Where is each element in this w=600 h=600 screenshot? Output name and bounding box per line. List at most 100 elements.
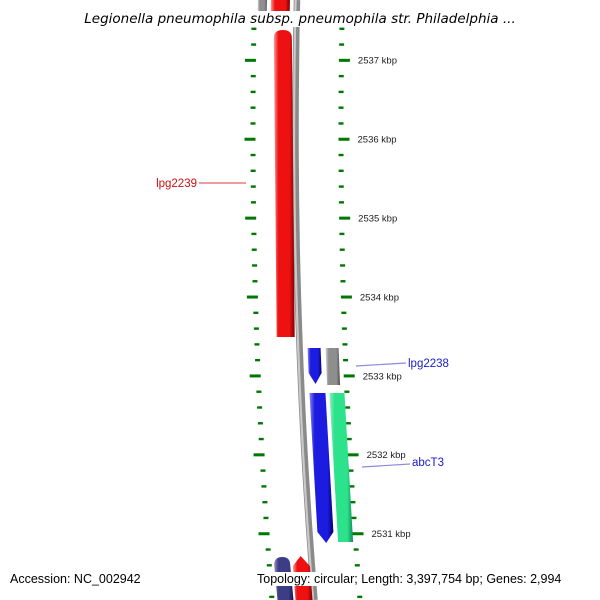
minor-tick-right (350, 500, 356, 504)
minor-tick-left (260, 469, 266, 472)
minor-tick-right (340, 280, 346, 283)
major-tick-right (352, 532, 364, 536)
minor-tick-right (339, 27, 345, 30)
minor-tick-right (357, 595, 363, 599)
minor-tick-right (343, 358, 349, 362)
ruler-label: 2533 kbp (363, 371, 402, 382)
minor-tick-right (341, 311, 347, 315)
minor-tick-left (261, 485, 267, 488)
major-tick-left (244, 58, 256, 62)
minor-tick-left (252, 264, 258, 267)
minor-tick-right (339, 232, 345, 236)
minor-tick-right (340, 264, 346, 267)
minor-tick-left (262, 500, 268, 504)
minor-tick-left (250, 106, 256, 109)
minor-tick-right (339, 43, 345, 46)
minor-tick-left (257, 406, 263, 409)
minor-tick-right (339, 248, 345, 251)
minor-tick-right (351, 516, 357, 520)
minor-tick-left (265, 548, 271, 551)
minor-tick-left (251, 248, 257, 251)
minor-tick-right (345, 406, 351, 409)
minor-tick-right (353, 548, 359, 551)
minor-tick-left (251, 43, 257, 46)
major-tick-right (338, 137, 350, 141)
minor-tick-right (345, 422, 351, 425)
minor-tick-left (250, 122, 256, 125)
genome-backbone (292, 0, 318, 600)
minor-tick-left (258, 437, 264, 441)
minor-tick-right (346, 437, 352, 441)
ruler-label: 2535 kbp (358, 214, 397, 225)
minor-tick-right (338, 106, 344, 109)
minor-tick-right (338, 185, 344, 188)
minor-tick-left (250, 201, 256, 204)
minor-tick-left (250, 185, 256, 188)
gene-partial-top-gray[interactable] (257, 0, 267, 11)
ruler-label: 2536 kbp (358, 135, 397, 146)
feature-label-lpg2239[interactable]: lpg2239 (156, 178, 197, 190)
major-tick-right (347, 453, 359, 457)
minor-tick-right (338, 201, 344, 204)
minor-tick-left (251, 232, 257, 236)
minor-tick-left (253, 327, 259, 330)
major-tick-left (249, 374, 261, 378)
minor-tick-left (250, 90, 256, 94)
gene-unlabeled-blue[interactable] (309, 393, 334, 543)
minor-tick-right (338, 90, 344, 94)
minor-tick-left (266, 564, 272, 567)
label-leader-line (361, 463, 411, 468)
minor-tick-right (348, 469, 354, 472)
gene-lpg2238[interactable] (307, 348, 322, 384)
major-tick-right (343, 374, 355, 378)
minor-tick-left (257, 422, 263, 425)
ruler: 2537 kbp 2536 kbp 2535 kbp 2534 kbp 2533 kbp… (244, 11, 411, 599)
minor-tick-left (269, 595, 275, 599)
major-tick-left (245, 216, 257, 220)
minor-tick-left (250, 153, 256, 157)
minor-tick-left (263, 516, 269, 520)
minor-tick-left (251, 27, 257, 30)
minor-tick-left (250, 169, 256, 172)
major-tick-left (258, 532, 270, 536)
minor-tick-left (255, 358, 261, 362)
minor-tick-right (354, 564, 360, 567)
minor-tick-right (338, 153, 344, 157)
status-topology: Topology: circular; Length: 3,397,754 bp… (255, 572, 564, 586)
minor-tick-right (338, 122, 344, 125)
minor-tick-right (339, 11, 345, 15)
feature-label-abcT3[interactable]: abcT3 (412, 457, 444, 469)
gene-partial-top-red[interactable] (270, 0, 290, 11)
gene-unlabeled-gray[interactable] (325, 348, 341, 385)
minor-tick-right (349, 485, 355, 488)
major-tick-left (246, 295, 258, 299)
minor-tick-left (252, 280, 258, 283)
ruler-label: 2531 kbp (372, 529, 411, 540)
minor-tick-right (338, 74, 344, 78)
minor-tick-right (342, 343, 348, 346)
gene-lpg2239[interactable] (273, 30, 295, 337)
minor-tick-right (341, 327, 347, 330)
major-tick-right (338, 58, 350, 62)
minor-tick-right (344, 390, 350, 393)
label-leader-line (355, 362, 407, 367)
feature-label-lpg2238[interactable]: lpg2238 (408, 358, 449, 370)
major-tick-left (253, 453, 265, 457)
status-accession: Accession: NC_002942 (8, 572, 143, 586)
ruler-label: 2537 kbp (358, 56, 397, 67)
minor-tick-right (338, 169, 344, 172)
genome-backbone-highlight (293, 0, 315, 600)
gene-abcT3[interactable] (329, 393, 354, 542)
minor-tick-left (250, 74, 256, 78)
minor-tick-left (254, 343, 260, 346)
ruler-label: 2532 kbp (367, 450, 406, 461)
major-tick-right (340, 295, 352, 299)
major-tick-left (244, 137, 256, 141)
minor-tick-left (253, 311, 259, 315)
ruler-label: 2534 kbp (360, 292, 399, 303)
minor-tick-left (256, 390, 262, 393)
major-tick-right (339, 216, 351, 220)
minor-tick-left (251, 11, 257, 15)
